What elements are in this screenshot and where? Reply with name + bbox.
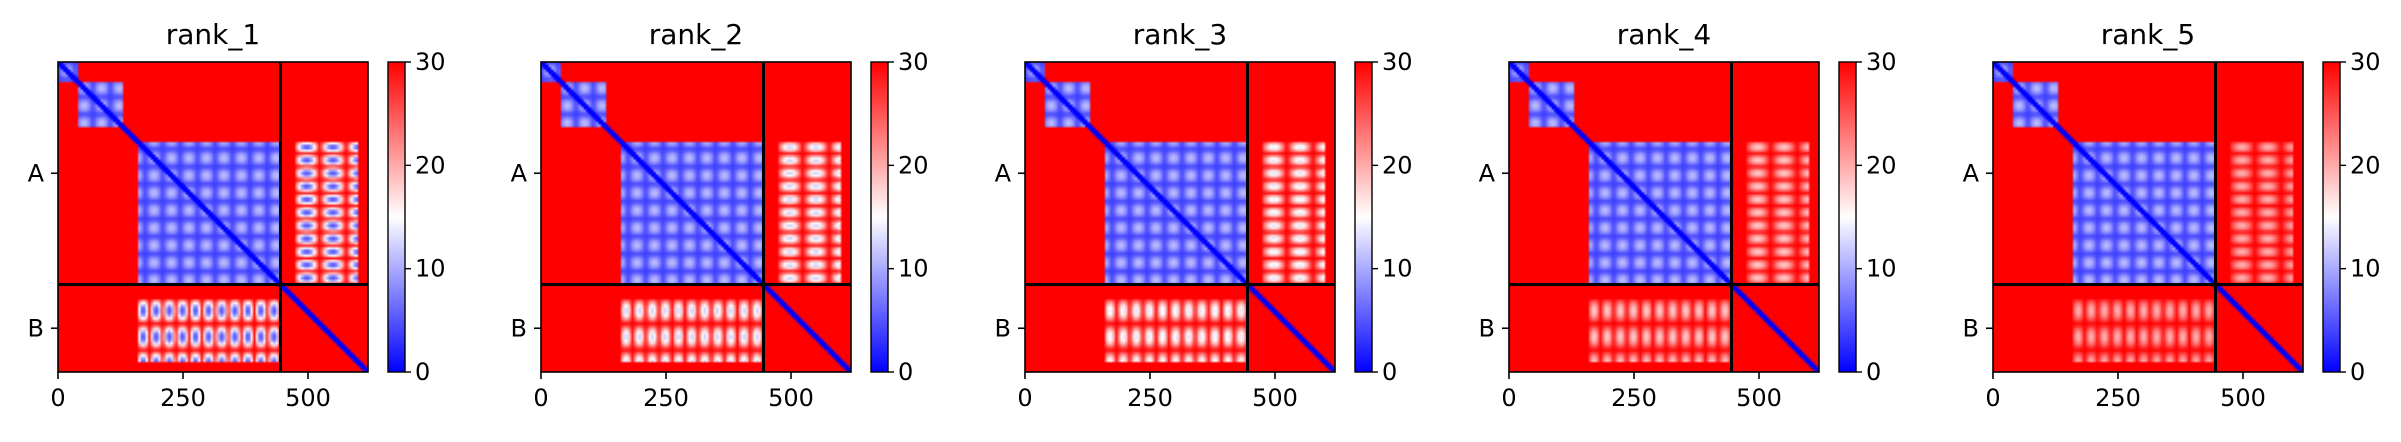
colorbar-tick-label: 20	[898, 151, 929, 179]
colorbar-tick-label: 0	[1866, 358, 1881, 386]
heatmap-frame	[1024, 61, 1336, 373]
heatmap-frame	[57, 61, 369, 373]
colorbar-tick-label: 20	[1866, 151, 1897, 179]
chain-label: B	[28, 314, 44, 342]
x-tick-label: 500	[1252, 384, 1298, 412]
chain-label: B	[1963, 314, 1979, 342]
panel-title: rank_3	[1133, 18, 1227, 51]
colorbar-tick-label: 0	[898, 358, 913, 386]
colorbar-tick-label: 30	[898, 48, 929, 76]
panel-title: rank_5	[2101, 18, 2195, 51]
x-tick-label: 250	[160, 384, 206, 412]
panel-title: rank_2	[649, 18, 743, 51]
panel-rank_4: rank_4 0 250 500 A B 0 10 20 30	[1479, 18, 1897, 412]
chain-label: A	[511, 159, 528, 187]
chain-label: B	[1479, 314, 1495, 342]
x-tick-label: 500	[768, 384, 814, 412]
colorbar-tick-label: 20	[415, 151, 446, 179]
chain-label: B	[511, 314, 527, 342]
x-tick-label: 0	[533, 384, 548, 412]
colorbar	[387, 61, 406, 373]
colorbar	[2322, 61, 2341, 373]
panel-title: rank_4	[1617, 18, 1711, 51]
x-tick-label: 250	[1127, 384, 1173, 412]
colorbar-tick-label: 10	[1382, 255, 1413, 283]
x-tick-label: 0	[1985, 384, 2000, 412]
heatmap-frame	[540, 61, 852, 373]
chain-label: A	[28, 159, 45, 187]
x-tick-label: 500	[1736, 384, 1782, 412]
colorbar-tick-label: 0	[415, 358, 430, 386]
x-tick-label: 250	[2095, 384, 2141, 412]
x-tick-label: 250	[643, 384, 689, 412]
colorbar-tick-label: 0	[2350, 358, 2365, 386]
heatmap-image	[1993, 62, 2303, 372]
x-tick-label: 250	[1611, 384, 1657, 412]
x-tick-label: 0	[50, 384, 65, 412]
panel-title: rank_1	[166, 18, 260, 51]
heatmap-image	[541, 62, 851, 372]
colorbar-tick-label: 30	[1382, 48, 1413, 76]
heatmap-image	[1025, 62, 1335, 372]
colorbar-tick-label: 20	[1382, 151, 1413, 179]
x-tick-label: 500	[285, 384, 331, 412]
heatmap-frame	[1508, 61, 1820, 373]
colorbar	[870, 61, 889, 373]
panel-rank_3: rank_3 0 250 500 A B 0 10 20 30	[995, 18, 1413, 412]
chain-label: A	[1963, 159, 1980, 187]
colorbar-tick-label: 10	[415, 255, 446, 283]
colorbar	[1838, 61, 1857, 373]
x-tick-label: 500	[2220, 384, 2266, 412]
x-tick-label: 0	[1501, 384, 1516, 412]
colorbar-tick-label: 0	[1382, 358, 1397, 386]
colorbar-tick-label: 30	[415, 48, 446, 76]
chain-label: A	[1479, 159, 1496, 187]
chain-label: A	[995, 159, 1012, 187]
colorbar	[1354, 61, 1373, 373]
panel-rank_1: rank_1 0 250 500 A B 0 10 20 30	[28, 18, 446, 412]
x-tick-label: 0	[1017, 384, 1032, 412]
colorbar-tick-label: 30	[1866, 48, 1897, 76]
colorbar-tick-label: 10	[898, 255, 929, 283]
heatmap-image	[1509, 62, 1819, 372]
colorbar-tick-label: 20	[2350, 151, 2381, 179]
heatmap-frame	[1992, 61, 2304, 373]
colorbar-tick-label: 10	[1866, 255, 1897, 283]
panel-rank_5: rank_5 0 250 500 A B 0 10 20 30	[1963, 18, 2381, 412]
heatmap-image	[58, 62, 368, 372]
colorbar-tick-label: 10	[2350, 255, 2381, 283]
panel-rank_2: rank_2 0 250 500 A B 0 10 20 30	[511, 18, 929, 412]
chain-label: B	[995, 314, 1011, 342]
colorbar-tick-label: 30	[2350, 48, 2381, 76]
